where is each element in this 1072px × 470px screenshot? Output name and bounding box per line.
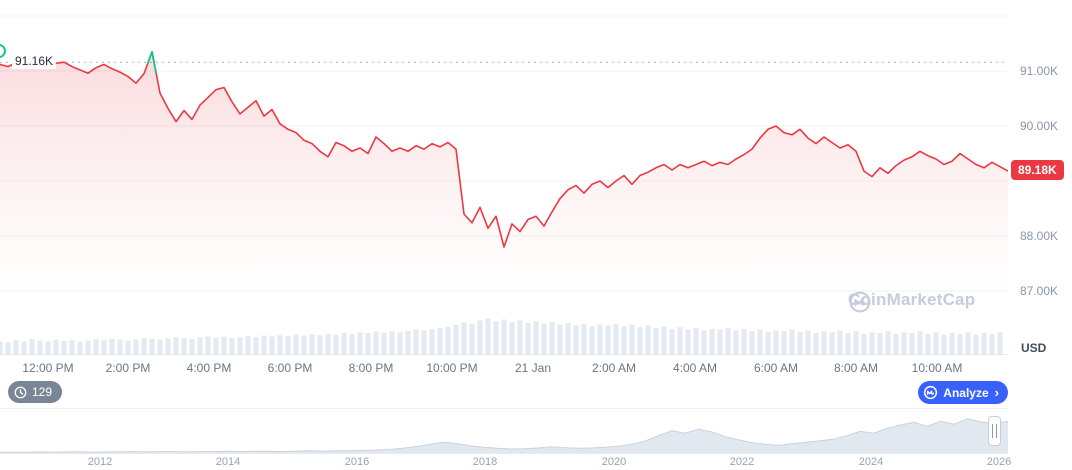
- year-axis: 2012 2014 2016 2018 2020 2022 2024 2026: [0, 456, 1020, 470]
- time-tick: 2:00 AM: [591, 361, 637, 375]
- last-price-badge: 89.18K: [1011, 160, 1064, 180]
- year-tick: 2018: [472, 456, 498, 468]
- time-tick: 4:00 AM: [672, 361, 718, 375]
- time-tick: 4:00 PM: [186, 361, 232, 375]
- year-tick: 2024: [858, 456, 884, 468]
- price-tick: 88.00K: [1020, 229, 1059, 243]
- time-tick: 8:00 AM: [833, 361, 879, 375]
- history-clock-icon: [14, 386, 27, 398]
- range-navigator[interactable]: [0, 408, 1008, 454]
- time-tick: 6:00 PM: [267, 361, 313, 375]
- time-tick: 8:00 PM: [348, 361, 394, 375]
- year-tick: 2026: [986, 456, 1012, 468]
- analyze-label: Analyze: [943, 385, 989, 400]
- time-tick: 2:00 PM: [105, 361, 151, 375]
- analyze-button[interactable]: Analyze ›: [918, 381, 1008, 404]
- currency-label: USD: [1021, 341, 1047, 355]
- year-tick: 2020: [601, 456, 627, 468]
- watermark-text: CoinMarketCap: [848, 290, 976, 309]
- navigator-drag-handle-icon[interactable]: [988, 416, 1001, 446]
- price-tick: 87.00K: [1020, 284, 1059, 298]
- year-tick: 2012: [87, 456, 113, 468]
- main-chart[interactable]: 91.16K CoinMarketCap: [0, 0, 1008, 355]
- open-price-label: 91.16K: [12, 53, 57, 69]
- year-tick: 2016: [344, 456, 370, 468]
- time-tick: 6:00 AM: [753, 361, 799, 375]
- price-tick: 90.00K: [1020, 119, 1059, 133]
- coinmarketcap-logo-icon: [849, 291, 871, 313]
- price-tick: 91.00K: [1020, 64, 1059, 78]
- coinmarketcap-logo-icon: [924, 385, 938, 400]
- time-tick: 12:00 PM: [22, 361, 74, 375]
- year-tick: 2022: [729, 456, 755, 468]
- chevron-right-icon: ›: [994, 385, 999, 400]
- time-axis: 12:00 PM 2:00 PM 4:00 PM 6:00 PM 8:00 PM…: [0, 356, 1008, 380]
- time-tick: 10:00 AM: [911, 361, 963, 375]
- year-tick: 2014: [215, 456, 241, 468]
- cmc-watermark: CoinMarketCap: [848, 290, 976, 313]
- price-axis: 91.00K 90.00K 89.18K 88.00K 87.00K USD: [1008, 0, 1072, 355]
- price-line-chart[interactable]: [0, 0, 1008, 355]
- navigator-area-chart[interactable]: [0, 409, 1008, 455]
- counter-value: 129: [32, 385, 53, 399]
- time-tick: 10:00 PM: [426, 361, 478, 375]
- history-counter-badge[interactable]: 129: [8, 381, 63, 403]
- time-tick: 21 Jan: [514, 361, 552, 375]
